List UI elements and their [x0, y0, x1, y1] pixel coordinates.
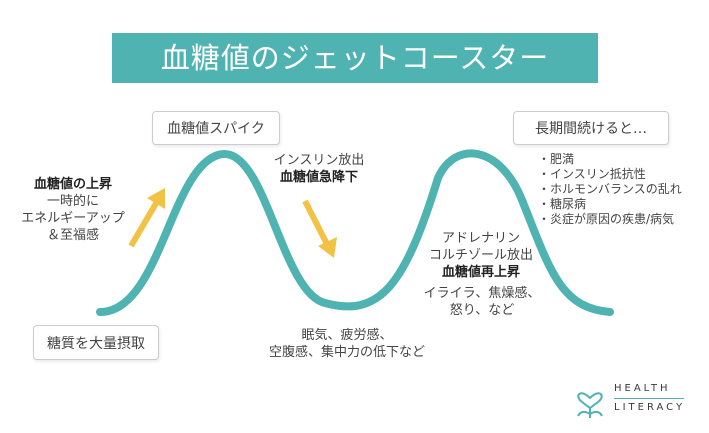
adrenaline-annotation: アドレナリン コルチゾール放出 血糖値再上昇 — [416, 230, 546, 281]
effect-item: ・糖尿病 — [538, 197, 587, 211]
insulin-annotation: インスリン放出 血糖値急降下 — [265, 152, 373, 186]
irritation-annotation: イライラ、焦燥感、 怒り、など — [418, 285, 546, 319]
irritation-line-1: イライラ、焦燥感、 — [423, 286, 541, 301]
adrenaline-line-2: コルチゾール放出 — [428, 248, 533, 263]
long-term-label: 長期間続けると… — [513, 111, 669, 145]
irritation-line-2: 怒り、など — [449, 303, 515, 318]
adrenaline-line-1: アドレナリン — [441, 231, 520, 246]
effect-item: ・インスリン抵抗性 — [538, 167, 646, 181]
heart-sprout-icon — [577, 392, 603, 418]
insulin-line-1: インスリン放出 — [273, 153, 365, 168]
logo-text-literacy: LITERACY — [614, 402, 686, 413]
health-literacy-logo: HEALTH LITERACY — [572, 378, 692, 422]
effect-item: ・ホルモンバランスの乱れ — [538, 182, 682, 196]
long-term-effects-list: ・肥満 ・インスリン抵抗性 ・ホルモンバランスの乱れ ・糖尿病 ・炎症が原因の疾… — [538, 152, 682, 227]
title-banner: 血糖値のジェットコースター — [112, 33, 598, 83]
effect-item: ・肥満 — [538, 152, 575, 166]
logo-divider — [614, 398, 684, 399]
adrenaline-heading: 血糖値再上昇 — [441, 265, 520, 280]
insulin-heading: 血糖値急降下 — [279, 170, 358, 185]
blood-sugar-wave — [96, 149, 614, 316]
rise-line-2: エネルギーアップ — [21, 211, 125, 226]
rise-line-1: 一時的に — [46, 194, 99, 209]
rise-line-3: ＆至福感 — [46, 228, 99, 243]
effect-item: ・炎症が原因の疾患/病気 — [538, 212, 675, 226]
trough-annotation: 眠気、疲労感、 空腹感、集中力の低下など — [262, 327, 432, 361]
trough-line-2: 空腹感、集中力の低下など — [268, 345, 425, 360]
logo-text-health: HEALTH — [614, 383, 671, 394]
rise-heading: 血糖値の上昇 — [33, 177, 112, 192]
trough-line-1: 眠気、疲労感、 — [301, 328, 393, 343]
sugar-intake-label: 糖質を大量摂取 — [33, 325, 159, 360]
spike-label: 血糖値スパイク — [152, 111, 280, 145]
rise-annotation: 血糖値の上昇 一時的に エネルギーアップ ＆至福感 — [18, 176, 128, 244]
